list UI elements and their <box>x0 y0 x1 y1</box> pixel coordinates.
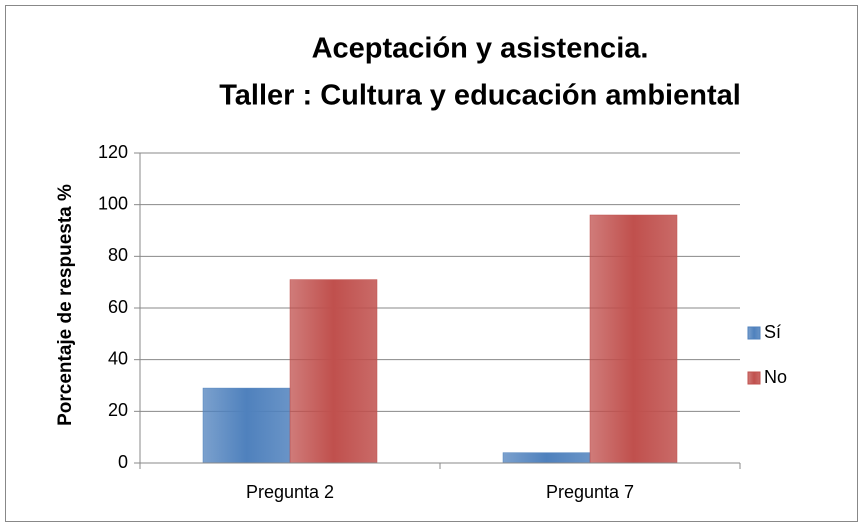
y-tick-label: 100 <box>98 193 128 213</box>
y-tick-label: 40 <box>108 348 128 368</box>
bar <box>289 279 378 464</box>
x-tick-label: Pregunta 2 <box>246 482 334 502</box>
y-tick-label: 20 <box>108 400 128 420</box>
bar <box>502 452 591 464</box>
legend-swatch <box>747 326 761 340</box>
bar <box>202 387 291 464</box>
y-tick-label: 80 <box>108 245 128 265</box>
chart-border <box>5 5 858 522</box>
bar <box>589 214 678 464</box>
legend-label: Sí <box>764 322 781 342</box>
y-axis-label: Porcentaje de respuesta % <box>55 184 76 426</box>
y-tick-label: 60 <box>108 297 128 317</box>
legend-label: No <box>764 367 787 387</box>
x-tick-label: Pregunta 7 <box>546 482 634 502</box>
y-tick-label: 120 <box>98 142 128 162</box>
chart-title: Aceptación y asistencia. <box>312 33 649 65</box>
legend-swatch <box>747 371 761 385</box>
y-tick-label: 0 <box>118 452 128 472</box>
chart-title: Taller : Cultura y educación ambiental <box>219 80 741 112</box>
